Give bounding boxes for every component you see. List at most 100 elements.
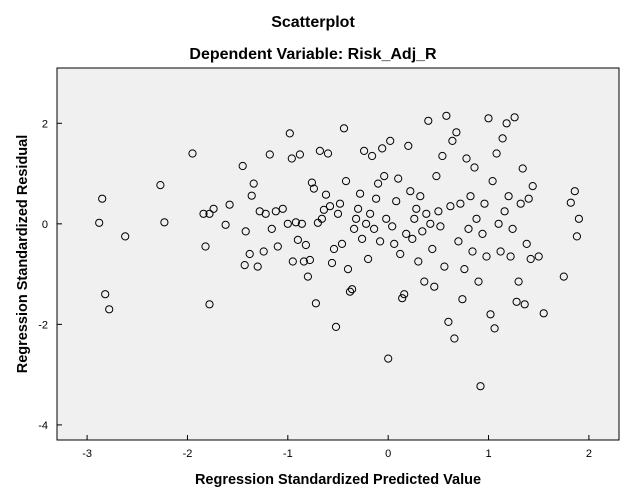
x-tick-label: 0: [385, 448, 391, 460]
data-point-11: [205, 300, 214, 309]
data-point-138: [500, 207, 509, 216]
data-point-87: [398, 294, 407, 303]
data-point-9: [201, 242, 210, 251]
data-point-125: [474, 277, 483, 286]
data-point-27: [271, 207, 280, 216]
data-point-26: [267, 224, 276, 233]
data-point-92: [408, 234, 417, 243]
data-point-67: [358, 234, 367, 243]
data-point-123: [470, 163, 479, 172]
x-axis-ticks: -3 -2 -1 0 1 2: [82, 435, 592, 460]
data-point-88: [400, 290, 409, 299]
data-point-74: [372, 194, 381, 203]
data-point-119: [462, 154, 471, 163]
data-point-143: [510, 113, 519, 122]
x-tick-label: -1: [283, 448, 293, 460]
data-point-31: [285, 129, 294, 138]
data-point-63: [350, 224, 359, 233]
data-point-149: [522, 239, 531, 248]
data-point-53: [329, 244, 339, 254]
data-point-94: [412, 204, 421, 213]
chart-title: Scatterplot: [271, 14, 355, 31]
data-point-6: [160, 218, 169, 227]
data-point-98: [420, 277, 429, 286]
data-point-110: [444, 317, 453, 326]
data-point-47: [317, 214, 326, 223]
data-point-59: [341, 177, 351, 186]
data-point-105: [434, 207, 443, 216]
data-point-29: [278, 204, 287, 213]
data-point-13: [221, 220, 230, 229]
data-point-51: [325, 202, 335, 211]
data-point-18: [245, 249, 254, 259]
data-point-96: [416, 192, 425, 201]
data-point-21: [253, 262, 262, 271]
data-point-7: [188, 149, 197, 158]
data-point-141: [506, 252, 515, 261]
data-point-132: [488, 177, 497, 186]
data-point-85: [394, 174, 403, 183]
data-point-114: [452, 128, 461, 137]
data-point-2: [101, 290, 110, 299]
data-point-131: [486, 310, 495, 319]
data-point-109: [442, 111, 451, 120]
data-point-65: [354, 204, 363, 213]
data-point-43: [309, 184, 318, 193]
points-layer: [95, 111, 584, 391]
data-point-46: [315, 146, 324, 155]
data-point-159: [574, 214, 584, 223]
data-point-84: [392, 197, 401, 206]
data-point-102: [428, 244, 437, 254]
data-point-64: [352, 214, 361, 223]
data-point-95: [414, 257, 423, 266]
data-point-38: [299, 257, 308, 266]
data-point-101: [426, 219, 435, 228]
data-point-108: [440, 262, 449, 271]
data-point-24: [261, 209, 270, 218]
data-point-3: [105, 305, 114, 314]
data-point-42: [307, 178, 316, 187]
data-point-44: [311, 299, 320, 308]
data-point-107: [438, 151, 447, 161]
data-point-68: [360, 146, 369, 155]
data-point-133: [490, 324, 499, 333]
data-point-134: [492, 149, 501, 158]
data-point-28: [273, 242, 282, 251]
data-point-150: [524, 194, 533, 203]
data-point-158: [572, 232, 582, 241]
data-point-83: [390, 239, 399, 248]
data-point-70: [364, 254, 373, 264]
y-tick-label: -4: [38, 420, 48, 432]
data-point-137: [498, 134, 507, 143]
data-point-75: [374, 179, 383, 188]
data-point-10: [205, 209, 214, 218]
data-point-136: [496, 247, 505, 256]
data-point-25: [265, 150, 274, 159]
data-point-100: [424, 116, 433, 125]
data-point-50: [323, 149, 333, 158]
data-point-60: [343, 265, 353, 274]
data-point-14: [225, 200, 234, 209]
data-point-115: [454, 237, 463, 246]
data-point-66: [356, 189, 365, 198]
data-point-39: [301, 240, 310, 250]
data-point-5: [156, 181, 165, 190]
data-point-116: [456, 199, 465, 208]
data-point-78: [380, 172, 389, 181]
data-point-117: [458, 295, 467, 304]
data-point-142: [508, 224, 517, 233]
y-axis-label: Regression Standardized Residual: [15, 135, 31, 374]
data-point-80: [384, 354, 393, 363]
data-point-89: [402, 229, 411, 238]
data-point-23: [259, 247, 268, 256]
data-point-140: [504, 192, 513, 201]
data-point-156: [566, 198, 575, 207]
data-point-90: [404, 141, 413, 150]
data-point-145: [514, 277, 523, 286]
x-tick-label: -2: [183, 448, 193, 460]
data-point-54: [331, 322, 341, 331]
data-point-56: [335, 199, 345, 208]
data-point-120: [464, 224, 473, 233]
data-point-32: [287, 154, 296, 163]
